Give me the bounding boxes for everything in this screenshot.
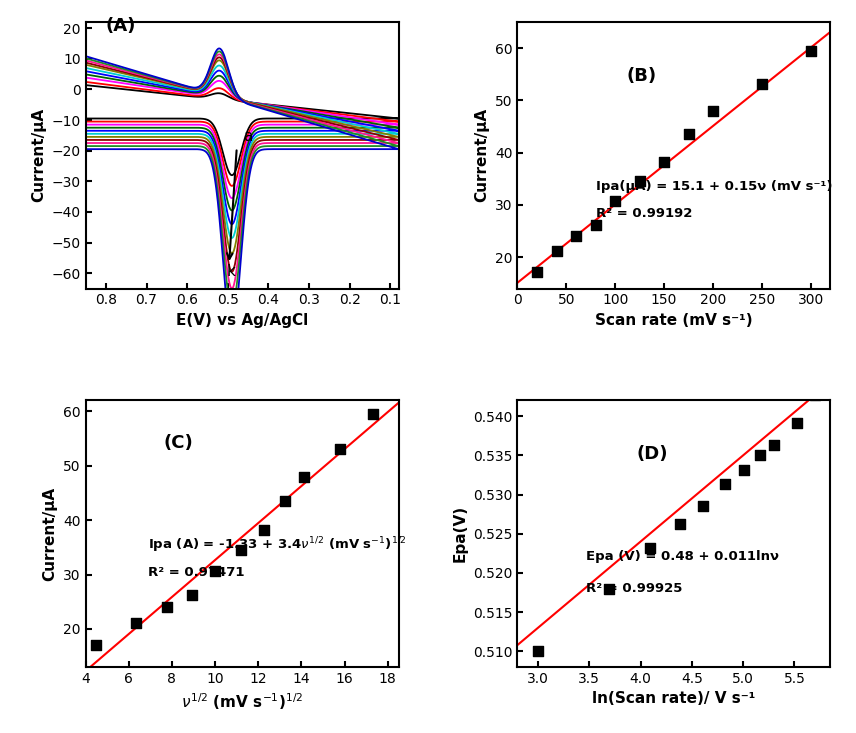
Text: (B): (B): [627, 67, 657, 84]
Y-axis label: Current/μA: Current/μA: [43, 487, 57, 581]
Point: [609, 196, 622, 207]
Point: [644, 542, 657, 553]
Text: Ipa(μA) = 15.1 + 0.15ν (mV s⁻¹): Ipa(μA) = 15.1 + 0.15ν (mV s⁻¹): [596, 180, 832, 193]
Text: Epa (V) = 0.48 + 0.011lnν: Epa (V) = 0.48 + 0.011lnν: [586, 550, 779, 564]
Point: [681, 128, 695, 140]
X-axis label: Scan rate (mV s⁻¹): Scan rate (mV s⁻¹): [595, 313, 752, 328]
Point: [298, 471, 312, 482]
Point: [334, 443, 348, 454]
X-axis label: E(V) vs Ag/AgCl: E(V) vs Ag/AgCl: [176, 313, 308, 328]
Point: [753, 449, 767, 461]
Text: (C): (C): [163, 435, 193, 452]
Text: a: a: [243, 130, 253, 144]
Point: [737, 465, 751, 476]
Point: [790, 417, 804, 429]
Text: Ipa (A) = -1.33 + 3.4$\nu^{1/2}$ (mV s$^{-1}$)$^{1/2}$: Ipa (A) = -1.33 + 3.4$\nu^{1/2}$ (mV s$^…: [148, 536, 407, 556]
Point: [602, 583, 615, 594]
Point: [657, 156, 671, 168]
Point: [673, 518, 687, 530]
Point: [530, 267, 544, 279]
Point: [186, 589, 199, 601]
Text: k: k: [227, 265, 235, 279]
Text: (A): (A): [106, 17, 136, 35]
Point: [366, 408, 380, 420]
X-axis label: ln(Scan rate)/ V s⁻¹: ln(Scan rate)/ V s⁻¹: [592, 691, 756, 707]
Point: [804, 45, 817, 56]
Text: R² = 0.99925: R² = 0.99925: [586, 583, 682, 595]
Point: [208, 565, 222, 577]
Point: [531, 646, 544, 658]
Point: [569, 230, 583, 242]
Point: [633, 175, 646, 187]
Point: [589, 219, 603, 231]
Point: [278, 496, 292, 507]
Point: [696, 501, 710, 512]
Point: [89, 639, 103, 651]
Point: [257, 524, 270, 536]
Point: [719, 479, 733, 490]
Y-axis label: Epa(V): Epa(V): [453, 505, 467, 562]
Text: R² = 0.99192: R² = 0.99192: [596, 207, 692, 220]
Text: R² = 0.97471: R² = 0.97471: [148, 567, 245, 579]
Point: [755, 78, 769, 90]
Point: [160, 601, 174, 613]
Y-axis label: Current/μA: Current/μA: [474, 108, 490, 202]
Y-axis label: Current/μA: Current/μA: [31, 108, 46, 202]
Point: [550, 246, 563, 257]
Text: (D): (D): [636, 445, 668, 463]
Point: [128, 617, 142, 629]
X-axis label: $\nu^{1/2}$ (mV s$^{-1}$)$^{1/2}$: $\nu^{1/2}$ (mV s$^{-1}$)$^{1/2}$: [181, 691, 303, 712]
Point: [809, 389, 823, 401]
Point: [706, 105, 720, 117]
Point: [767, 439, 781, 451]
Point: [234, 544, 247, 556]
